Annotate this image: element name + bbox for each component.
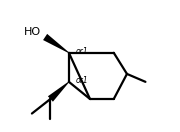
- Text: or1: or1: [75, 47, 88, 56]
- Polygon shape: [48, 82, 69, 102]
- Text: or1: or1: [75, 76, 88, 85]
- Polygon shape: [43, 34, 69, 53]
- Text: HO: HO: [24, 27, 41, 37]
